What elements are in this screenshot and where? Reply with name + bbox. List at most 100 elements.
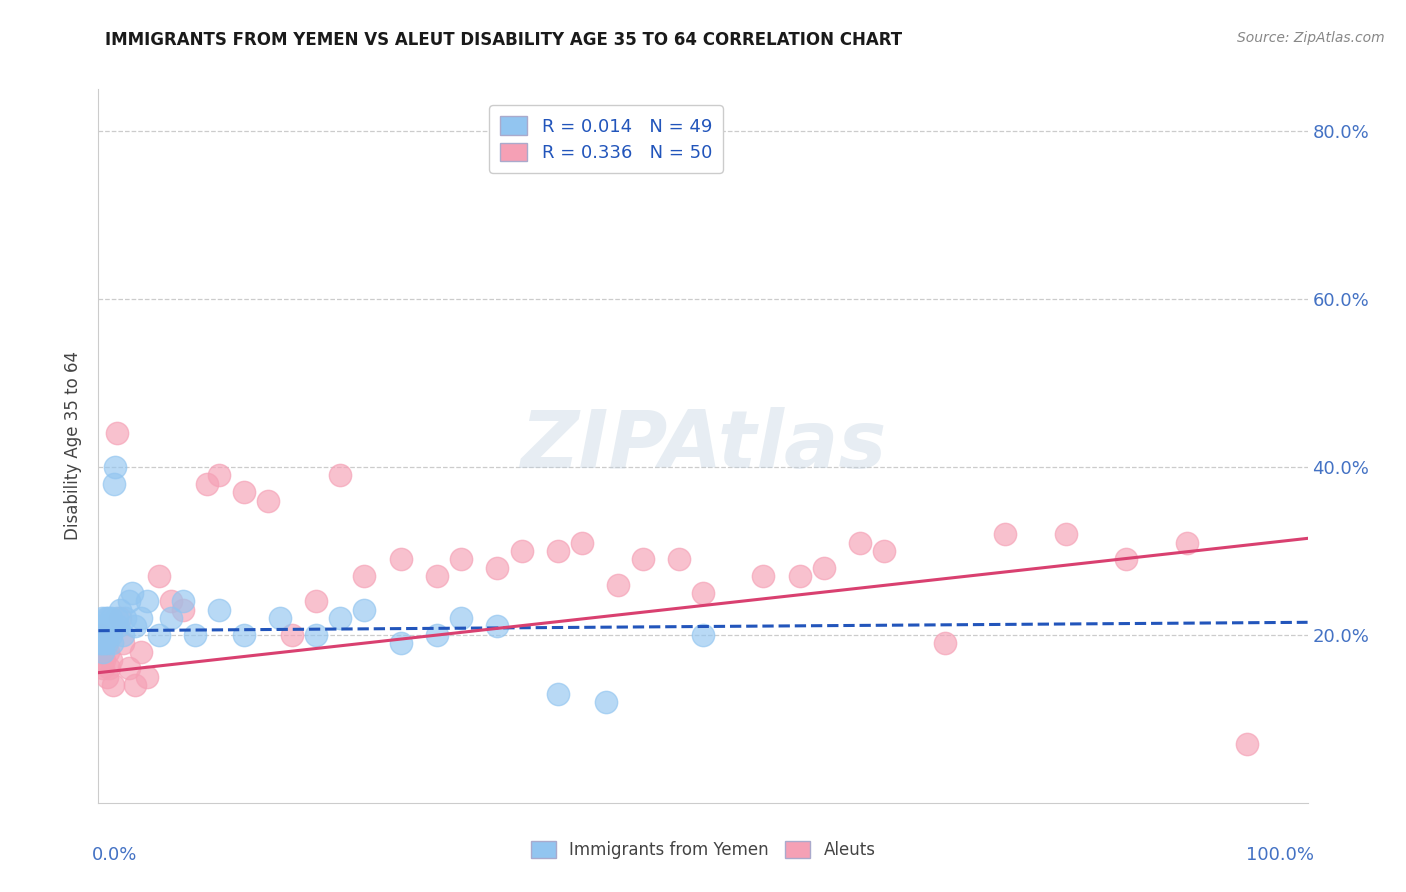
Point xyxy=(281,628,304,642)
Point xyxy=(329,611,352,625)
Point xyxy=(208,603,231,617)
Point xyxy=(692,586,714,600)
Text: ZIPAtlas: ZIPAtlas xyxy=(520,407,886,485)
Point xyxy=(94,636,117,650)
Point xyxy=(353,603,375,617)
Point xyxy=(121,586,143,600)
Point xyxy=(105,426,128,441)
Point xyxy=(100,636,122,650)
Point xyxy=(118,661,141,675)
Point xyxy=(89,636,111,650)
Point xyxy=(353,569,375,583)
Point xyxy=(118,594,141,608)
Point xyxy=(100,611,122,625)
Point xyxy=(148,569,170,583)
Point xyxy=(305,628,328,642)
Point xyxy=(90,628,112,642)
Point xyxy=(934,636,956,650)
Point xyxy=(172,594,194,608)
Point xyxy=(105,611,128,625)
Point xyxy=(111,628,134,642)
Point xyxy=(450,552,472,566)
Point xyxy=(160,611,183,625)
Point xyxy=(389,552,412,566)
Point xyxy=(91,628,114,642)
Point xyxy=(172,603,194,617)
Point xyxy=(93,619,115,633)
Point xyxy=(90,619,112,633)
Point xyxy=(160,594,183,608)
Point xyxy=(450,611,472,625)
Point xyxy=(107,619,129,633)
Point xyxy=(1054,527,1077,541)
Point xyxy=(124,619,146,633)
Point xyxy=(94,628,117,642)
Point xyxy=(94,611,117,625)
Point xyxy=(547,544,569,558)
Point xyxy=(97,645,120,659)
Point xyxy=(873,544,896,558)
Point xyxy=(97,628,120,642)
Point xyxy=(1175,535,1198,549)
Point xyxy=(91,661,114,675)
Point xyxy=(97,611,120,625)
Point xyxy=(90,628,112,642)
Y-axis label: Disability Age 35 to 64: Disability Age 35 to 64 xyxy=(65,351,83,541)
Point xyxy=(510,544,533,558)
Legend: Immigrants from Yemen, Aleuts: Immigrants from Yemen, Aleuts xyxy=(524,834,882,866)
Point xyxy=(91,636,114,650)
Point xyxy=(93,653,115,667)
Point xyxy=(208,468,231,483)
Point xyxy=(91,645,114,659)
Point xyxy=(389,636,412,650)
Point xyxy=(195,476,218,491)
Point xyxy=(486,619,509,633)
Point xyxy=(91,645,114,659)
Point xyxy=(101,619,124,633)
Point xyxy=(100,653,122,667)
Point xyxy=(101,678,124,692)
Point xyxy=(305,594,328,608)
Point xyxy=(329,468,352,483)
Point xyxy=(108,611,131,625)
Point xyxy=(184,628,207,642)
Text: IMMIGRANTS FROM YEMEN VS ALEUT DISABILITY AGE 35 TO 64 CORRELATION CHART: IMMIGRANTS FROM YEMEN VS ALEUT DISABILIT… xyxy=(105,31,903,49)
Point xyxy=(93,636,115,650)
Point xyxy=(486,560,509,574)
Point xyxy=(148,628,170,642)
Point xyxy=(129,645,152,659)
Point xyxy=(595,695,617,709)
Point xyxy=(111,636,134,650)
Point xyxy=(135,670,157,684)
Point xyxy=(994,527,1017,541)
Point xyxy=(1236,737,1258,751)
Point xyxy=(752,569,775,583)
Point xyxy=(547,687,569,701)
Point xyxy=(98,661,121,675)
Point xyxy=(96,619,118,633)
Point xyxy=(789,569,811,583)
Point xyxy=(668,552,690,566)
Point xyxy=(1115,552,1137,566)
Point xyxy=(103,476,125,491)
Point xyxy=(571,535,593,549)
Point xyxy=(104,460,127,475)
Text: 100.0%: 100.0% xyxy=(1246,846,1313,863)
Text: 0.0%: 0.0% xyxy=(93,846,138,863)
Point xyxy=(849,535,872,549)
Point xyxy=(124,678,146,692)
Point xyxy=(607,577,630,591)
Point xyxy=(100,628,122,642)
Point xyxy=(232,628,254,642)
Point xyxy=(135,594,157,608)
Point xyxy=(426,628,449,642)
Point xyxy=(631,552,654,566)
Point xyxy=(269,611,291,625)
Point xyxy=(692,628,714,642)
Point xyxy=(232,485,254,500)
Point xyxy=(129,611,152,625)
Point xyxy=(114,611,136,625)
Point xyxy=(108,603,131,617)
Point xyxy=(96,636,118,650)
Point xyxy=(96,670,118,684)
